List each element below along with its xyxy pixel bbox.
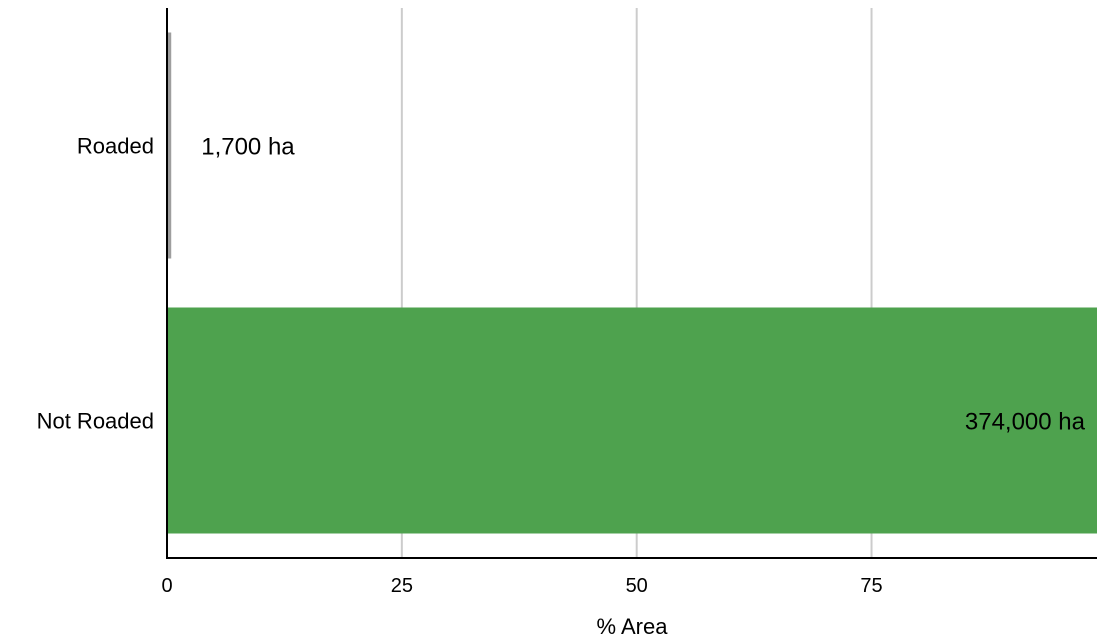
data-label: 1,700 ha xyxy=(201,134,295,161)
axes xyxy=(166,8,1097,559)
y-category-label: Roaded xyxy=(77,134,154,159)
bar-not-roaded xyxy=(167,307,1097,534)
x-tick-label: 25 xyxy=(391,575,413,597)
data-label: 374,000 ha xyxy=(965,409,1086,436)
y-category-label: Not Roaded xyxy=(37,409,154,434)
x-tick-label: 50 xyxy=(626,575,648,597)
x-axis-title: % Area xyxy=(597,614,669,639)
x-tick-label: 0 xyxy=(161,575,172,597)
bars xyxy=(167,32,1097,534)
x-tick-label: 75 xyxy=(860,575,882,597)
bar-roaded xyxy=(167,32,172,259)
labels: 0 25 50 75 Roaded 1,700 ha Not Roaded 374,000 h… xyxy=(37,134,1086,598)
